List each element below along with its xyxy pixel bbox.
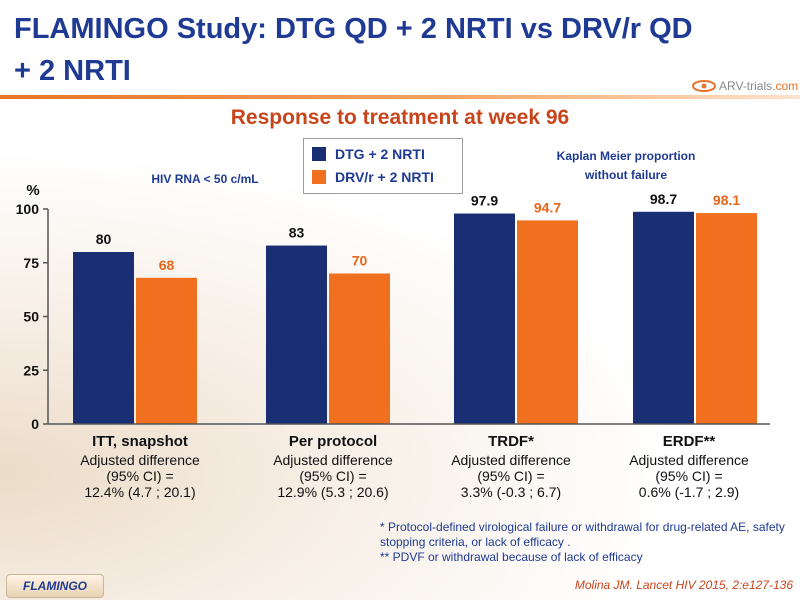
itt-population-label: HIV RNA < 50 c/mL [151, 172, 259, 186]
y-tick-label: 50 [23, 309, 39, 325]
bar-drv-0 [136, 277, 197, 424]
legend-item-dtg: DTG + 2 NRTI [312, 144, 425, 164]
category-detail: (95% CI) = [477, 468, 545, 484]
legend-text-dtg: DTG + 2 NRTI [335, 146, 425, 162]
reference: Molina JM. Lancet HIV 2015, 2:e127-136 [574, 578, 793, 592]
data-label: 98.7 [650, 191, 677, 207]
category-label: Per protocol [288, 433, 378, 450]
category-detail: 12.4% (4.7 ; 20.1) [84, 484, 196, 500]
category-label: TRDF* [488, 433, 534, 450]
category-detail: Adjusted difference [80, 452, 200, 468]
y-tick-label: 75 [23, 255, 39, 271]
study-tag: FLAMINGO [6, 574, 104, 598]
arv-trials-logo: ARV-trials.com [692, 76, 798, 96]
bar-drv-2 [517, 220, 578, 424]
y-tick-label: 0 [31, 416, 39, 432]
legend-swatch-drv [312, 170, 326, 184]
category-erdf: ERDF** Adjusted difference (95% CI) = 0.… [604, 433, 774, 501]
bar-dtg-2 [454, 213, 515, 424]
category-trdf: TRDF* Adjusted difference (95% CI) = 3.3… [426, 433, 596, 501]
title-rule [0, 95, 800, 99]
kaplan-meier-label-line2: without failure [585, 168, 667, 182]
y-tick-label: 25 [23, 362, 39, 378]
category-detail: (95% CI) = [655, 468, 723, 484]
logo-swoosh-icon [692, 80, 716, 92]
footnotes: * Protocol-defined virological failure o… [380, 520, 790, 565]
bar-drv-1 [329, 273, 390, 424]
kaplan-meier-label-line1: Kaplan Meier proportion [556, 149, 696, 163]
legend-item-drv: DRV/r + 2 NRTI [312, 167, 434, 187]
bar-dtg-0 [73, 252, 134, 424]
category-label: ERDF** [662, 433, 716, 450]
bar-drv-3 [696, 213, 757, 424]
data-label: 94.7 [534, 199, 561, 215]
data-label: 80 [96, 231, 112, 247]
data-label: 97.9 [471, 193, 498, 209]
category-itt: ITT, snapshot Adjusted difference (95% C… [55, 433, 225, 501]
chart-title: Response to treatment at week 96 [230, 106, 570, 129]
y-tick-label: 100 [16, 201, 40, 217]
legend: DTG + 2 NRTI DRV/r + 2 NRTI [303, 138, 463, 194]
footnote-2: ** PDVF or withdrawal because of lack of… [380, 550, 643, 564]
legend-swatch-dtg [312, 147, 326, 161]
data-label: 83 [289, 225, 305, 241]
slide-title: FLAMINGO Study: DTG QD + 2 NRTI vs DRV/r… [14, 13, 693, 87]
bar-dtg-1 [266, 245, 327, 424]
category-detail: 12.9% (5.3 ; 20.6) [277, 484, 389, 500]
category-per-protocol: Per protocol Adjusted difference (95% CI… [248, 433, 418, 501]
category-label: ITT, snapshot [92, 433, 188, 450]
category-detail: 3.3% (-0.3 ; 6.7) [460, 484, 562, 500]
data-label: 68 [159, 257, 175, 273]
category-detail: (95% CI) = [106, 468, 174, 484]
category-detail: (95% CI) = [299, 468, 367, 484]
category-detail: 0.6% (-1.7 ; 2.9) [638, 484, 740, 500]
y-axis-label: % [26, 182, 39, 199]
legend-text-drv: DRV/r + 2 NRTI [335, 169, 434, 185]
category-detail: Adjusted difference [273, 452, 393, 468]
category-detail: Adjusted difference [629, 452, 749, 468]
bar-dtg-3 [633, 211, 694, 424]
category-detail: Adjusted difference [451, 452, 571, 468]
data-label: 70 [352, 253, 368, 269]
data-label: 98.1 [713, 192, 740, 208]
logo-text: ARV-trials.com [719, 79, 799, 93]
footnote-1: * Protocol-defined virological failure o… [380, 520, 785, 549]
